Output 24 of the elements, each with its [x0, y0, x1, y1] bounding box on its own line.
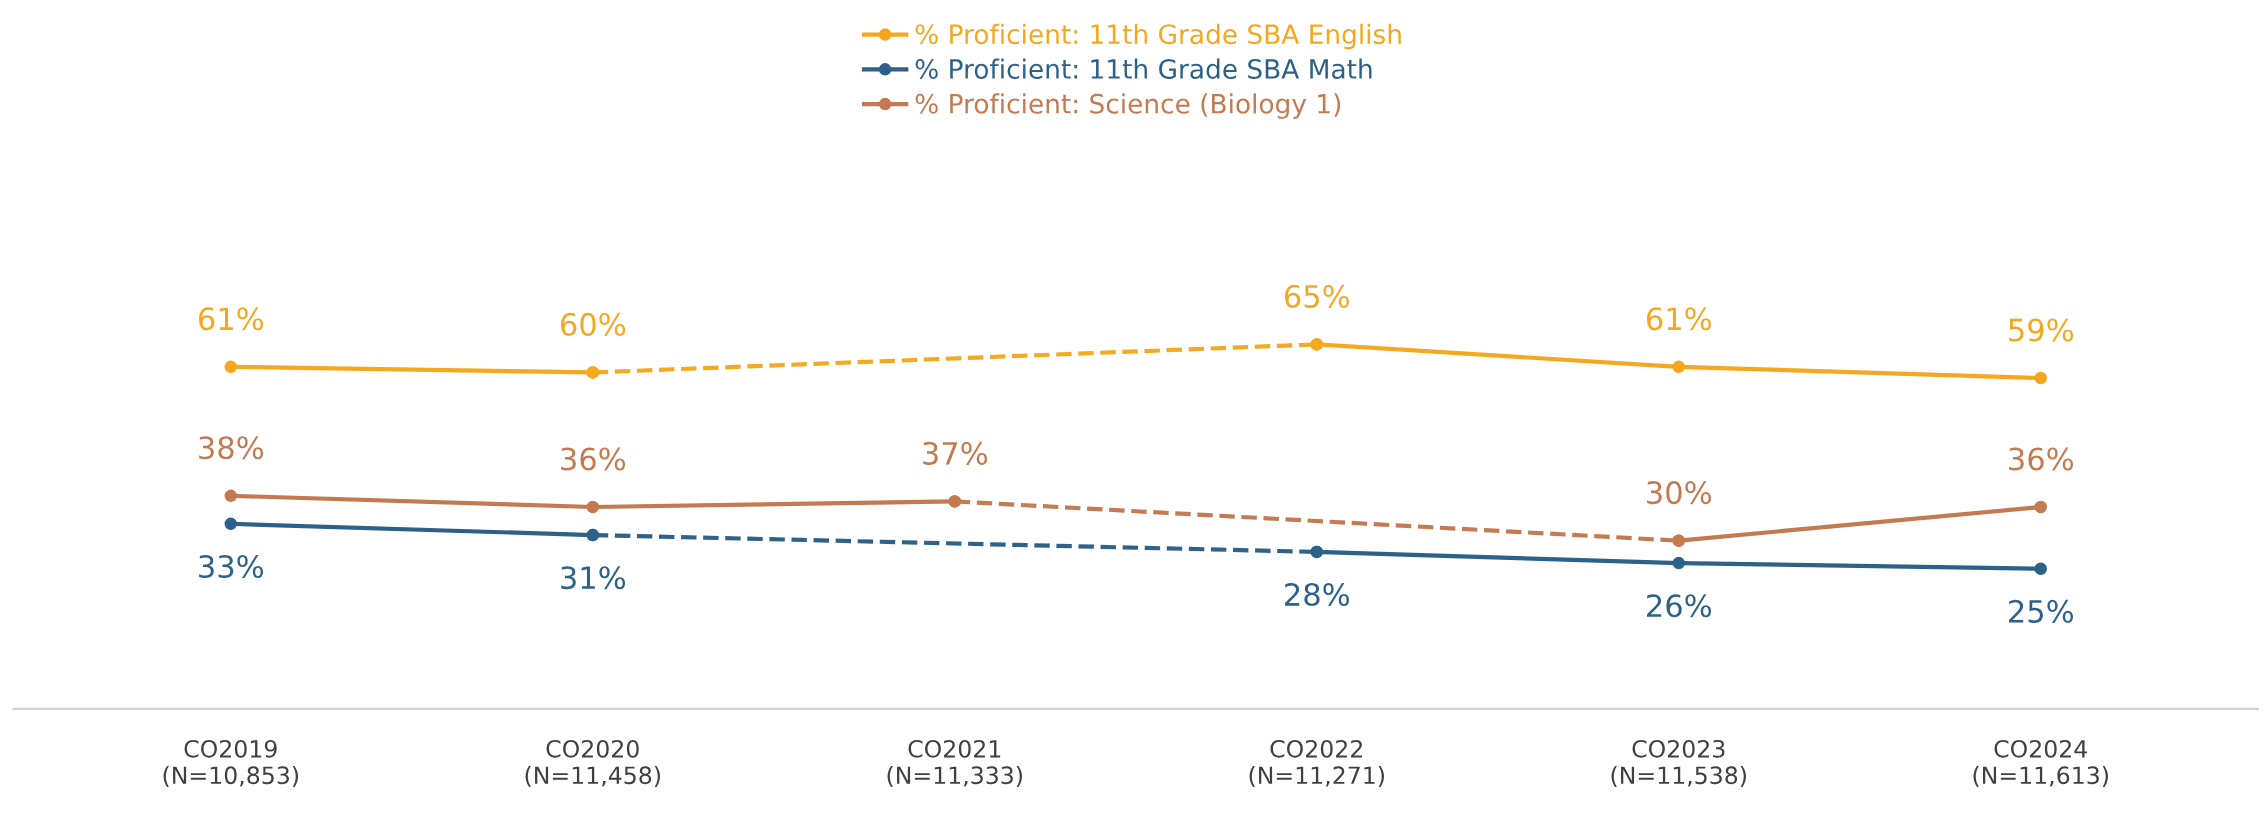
- data-label: 61%: [1646, 307, 1712, 331]
- data-label: 60%: [560, 312, 626, 336]
- x-tick-label: CO2021 (N=11,333): [887, 739, 1022, 787]
- x-tick-label: CO2023 (N=11,538): [1611, 739, 1746, 787]
- data-label: 31%: [561, 566, 626, 590]
- data-label: 37%: [923, 441, 988, 465]
- data-label: 30%: [1647, 481, 1712, 505]
- x-tick-label: CO2024 (N=11,613): [1973, 739, 2108, 787]
- x-tick-label: CO2019 (N=10,853): [163, 739, 299, 787]
- x-tick-label: CO2022 (N=11,271): [1249, 739, 1384, 787]
- legend-label: % Proficient: 11th Grade SBA English: [915, 23, 1401, 50]
- x-tick-label: CO2020 (N=11,458): [525, 739, 660, 787]
- data-label: 36%: [2009, 447, 2074, 471]
- legend-label: % Proficient: 11th Grade SBA Math: [915, 58, 1372, 79]
- data-label: 26%: [1647, 594, 1712, 618]
- data-label: 59%: [2009, 318, 2074, 342]
- data-label: 65%: [1284, 284, 1350, 308]
- data-label: 28%: [1285, 582, 1350, 607]
- data-label: 25%: [2009, 599, 2074, 623]
- data-label: 33%: [199, 554, 264, 579]
- data-label: 36%: [561, 447, 626, 471]
- legend-label: % Proficient: Science (Biology 1): [915, 93, 1341, 119]
- data-label: 61%: [198, 307, 264, 331]
- data-label: 38%: [199, 436, 264, 460]
